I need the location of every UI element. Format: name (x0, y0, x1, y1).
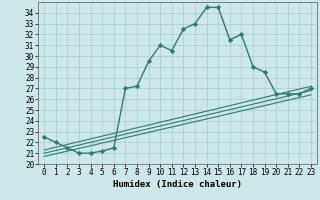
X-axis label: Humidex (Indice chaleur): Humidex (Indice chaleur) (113, 180, 242, 189)
